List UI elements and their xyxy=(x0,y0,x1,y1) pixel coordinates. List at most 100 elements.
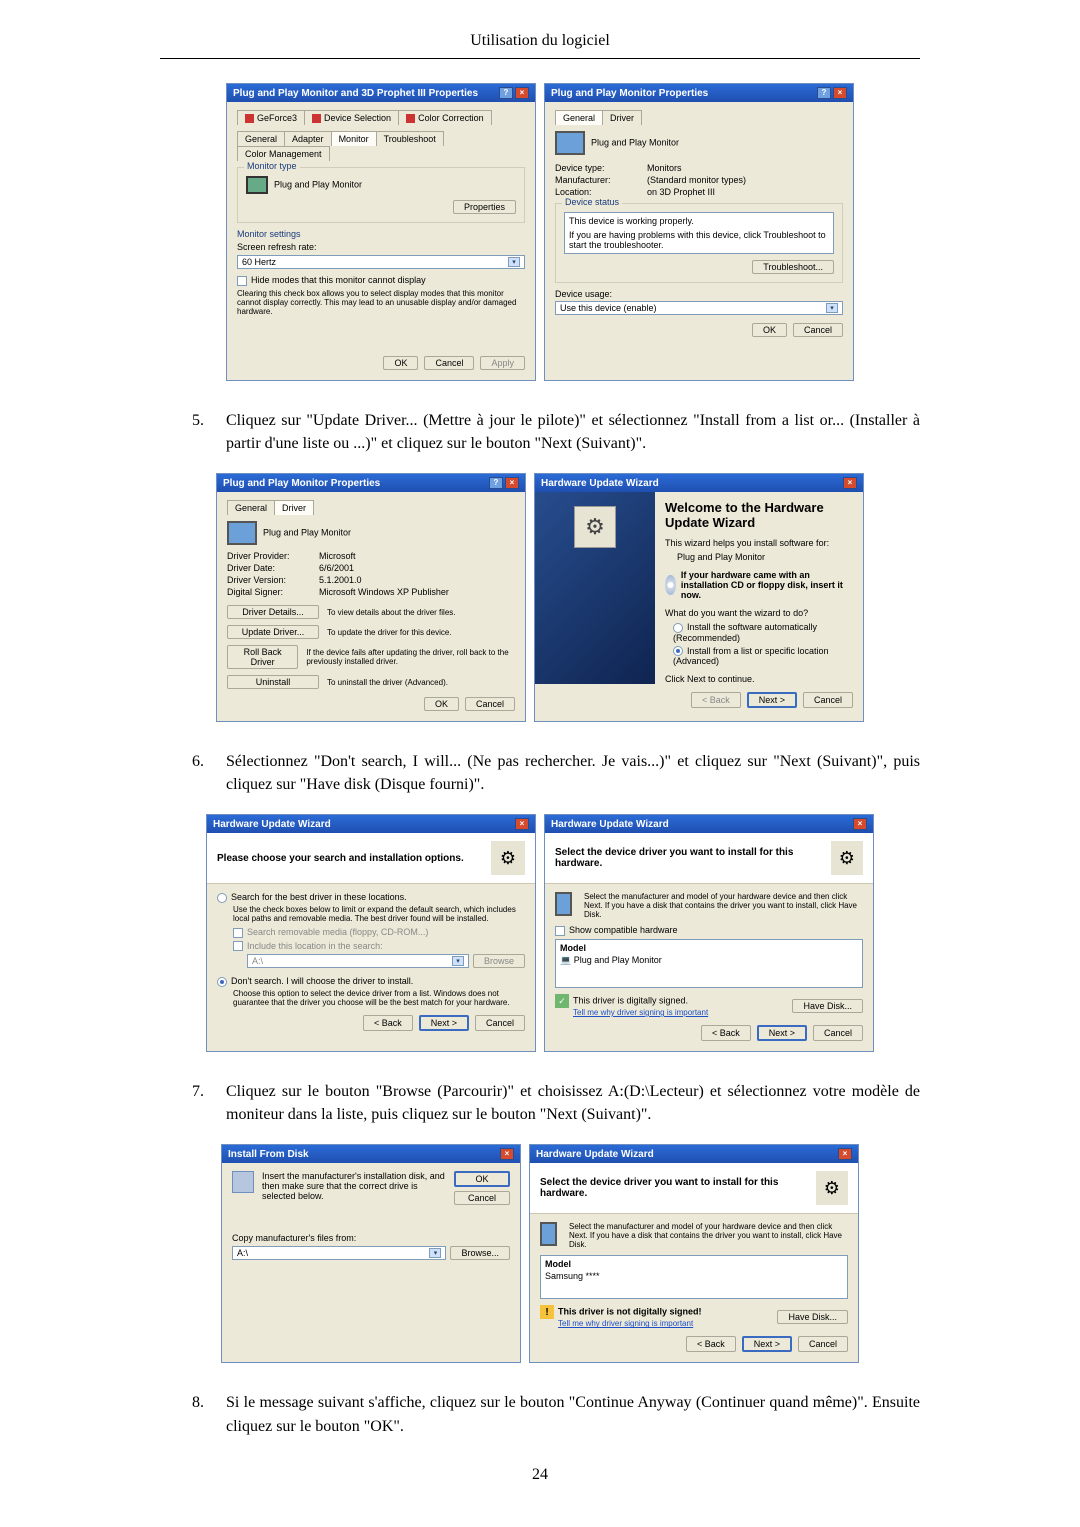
model-listbox[interactable]: Model 💻 Plug and Play Monitor xyxy=(555,939,863,988)
back-button[interactable]: < Back xyxy=(686,1336,736,1352)
section-title: Utilisation du logiciel xyxy=(160,32,920,50)
cancel-button[interactable]: Cancel xyxy=(424,356,474,370)
tab-troubleshoot[interactable]: Troubleshoot xyxy=(376,131,444,146)
back-button[interactable]: < Back xyxy=(691,692,741,708)
wizard-icon: ⚙ xyxy=(574,506,616,548)
screenshot-row-1: Plug and Play Monitor and 3D Prophet III… xyxy=(160,83,920,381)
monitor-settings-label: Monitor settings xyxy=(237,229,525,239)
ok-button[interactable]: OK xyxy=(424,697,459,711)
step-text: Si le message suivant s'affiche, cliquez… xyxy=(226,1391,920,1437)
show-compat-checkbox[interactable] xyxy=(555,926,565,936)
cancel-button[interactable]: Cancel xyxy=(803,692,853,708)
wizard-select-driver-samsung: Hardware Update Wizard× Select the devic… xyxy=(529,1144,859,1363)
tab-color-correction[interactable]: Color Correction xyxy=(398,110,492,125)
opt-dont-search-radio[interactable] xyxy=(217,977,227,987)
help-icon[interactable]: ? xyxy=(499,87,513,99)
window-title: Plug and Play Monitor and 3D Prophet III… xyxy=(233,88,478,99)
cancel-button[interactable]: Cancel xyxy=(465,697,515,711)
back-button[interactable]: < Back xyxy=(363,1015,413,1031)
next-button[interactable]: Next > xyxy=(742,1336,792,1352)
ok-button[interactable]: OK xyxy=(454,1171,510,1187)
cancel-button[interactable]: Cancel xyxy=(475,1015,525,1031)
driver-details-button[interactable]: Driver Details... xyxy=(227,605,319,619)
tab-monitor[interactable]: Monitor xyxy=(331,131,377,146)
step-8: 8. Si le message suivant s'affiche, cliq… xyxy=(192,1391,920,1437)
close-icon[interactable]: × xyxy=(843,477,857,489)
opt-auto-radio[interactable] xyxy=(673,623,683,633)
wizard-header: Select the device driver you want to ins… xyxy=(540,1177,816,1199)
troubleshoot-button[interactable]: Troubleshoot... xyxy=(752,260,834,274)
monitor-icon xyxy=(555,131,585,155)
cancel-button[interactable]: Cancel xyxy=(454,1191,510,1205)
apply-button[interactable]: Apply xyxy=(480,356,525,370)
close-icon[interactable]: × xyxy=(853,818,867,830)
chevron-down-icon: ▾ xyxy=(826,303,838,313)
ok-button[interactable]: OK xyxy=(752,323,787,337)
tab-geforce3[interactable]: GeForce3 xyxy=(237,110,305,125)
path-combo: A:\▾ xyxy=(247,954,469,968)
browse-button[interactable]: Browse... xyxy=(450,1246,510,1260)
close-icon[interactable]: × xyxy=(515,87,529,99)
next-button[interactable]: Next > xyxy=(419,1015,469,1031)
hide-modes-desc: Clearing this check box allows you to se… xyxy=(237,289,525,316)
cancel-button[interactable]: Cancel xyxy=(813,1025,863,1041)
refresh-rate-combo[interactable]: 60 Hertz ▾ xyxy=(237,255,525,269)
next-button[interactable]: Next > xyxy=(757,1025,807,1041)
update-driver-button[interactable]: Update Driver... xyxy=(227,625,319,639)
wizard-header: Please choose your search and installati… xyxy=(217,853,464,864)
disk-icon xyxy=(232,1171,254,1193)
tab-color-mgmt[interactable]: Color Management xyxy=(237,146,330,161)
ok-button[interactable]: OK xyxy=(383,356,418,370)
tab-device-selection[interactable]: Device Selection xyxy=(304,110,399,125)
tab-strip-top: GeForce3 Device Selection Color Correcti… xyxy=(237,110,525,125)
properties-button[interactable]: Properties xyxy=(453,200,516,214)
wizard-icon: ⚙ xyxy=(831,841,863,875)
page-number: 24 xyxy=(160,1466,920,1484)
close-icon[interactable]: × xyxy=(500,1148,514,1160)
tab-general[interactable]: General xyxy=(555,110,603,125)
close-icon[interactable]: × xyxy=(515,818,529,830)
cancel-button[interactable]: Cancel xyxy=(798,1336,848,1352)
opt-search-radio[interactable] xyxy=(217,893,227,903)
cancel-button[interactable]: Cancel xyxy=(793,323,843,337)
step-number: 8. xyxy=(192,1391,226,1437)
model-listbox[interactable]: Model Samsung **** xyxy=(540,1255,848,1299)
help-icon[interactable]: ? xyxy=(489,477,503,489)
monitor-type-group: Monitor type Plug and Play Monitor Prope… xyxy=(237,167,525,223)
rollback-driver-button[interactable]: Roll Back Driver xyxy=(227,645,298,669)
display-properties-window: Plug and Play Monitor and 3D Prophet III… xyxy=(226,83,536,381)
close-icon[interactable]: × xyxy=(505,477,519,489)
help-icon[interactable]: ? xyxy=(817,87,831,99)
wizard-icon: ⚙ xyxy=(491,841,525,875)
loc-v: on 3D Prophet III xyxy=(647,187,715,197)
device-usage-combo[interactable]: Use this device (enable) ▾ xyxy=(555,301,843,315)
tab-driver[interactable]: Driver xyxy=(274,500,314,515)
refresh-rate-label: Screen refresh rate: xyxy=(237,242,525,252)
step-number: 7. xyxy=(192,1080,226,1126)
hide-modes-checkbox[interactable] xyxy=(237,276,247,286)
tab-driver[interactable]: Driver xyxy=(602,110,642,125)
close-icon[interactable]: × xyxy=(838,1148,852,1160)
copy-from-combo[interactable]: A:\ ▾ xyxy=(232,1246,446,1260)
screenshot-row-3: Hardware Update Wizard × Please choose yo… xyxy=(160,814,920,1052)
devtype-k: Device type: xyxy=(555,163,647,173)
back-button[interactable]: < Back xyxy=(701,1025,751,1041)
have-disk-button[interactable]: Have Disk... xyxy=(777,1310,848,1324)
step-number: 6. xyxy=(192,750,226,796)
tab-adapter[interactable]: Adapter xyxy=(284,131,332,146)
divider xyxy=(160,58,920,59)
signing-info-link[interactable]: Tell me why driver signing is important xyxy=(573,1008,708,1017)
tab-general[interactable]: General xyxy=(237,131,285,146)
opt-list-radio[interactable] xyxy=(673,646,683,656)
device-status-text: This device is working properly. If you … xyxy=(564,212,834,254)
signing-info-link[interactable]: Tell me why driver signing is important xyxy=(558,1319,702,1328)
next-button[interactable]: Next > xyxy=(747,692,797,708)
monitor-icon xyxy=(227,521,257,545)
uninstall-button[interactable]: Uninstall xyxy=(227,675,319,689)
window-title: Plug and Play Monitor Properties xyxy=(551,88,708,99)
have-disk-button[interactable]: Have Disk... xyxy=(792,999,863,1013)
close-icon[interactable]: × xyxy=(833,87,847,99)
tab-general[interactable]: General xyxy=(227,500,275,515)
device-usage-value: Use this device (enable) xyxy=(560,303,657,313)
window-title: Hardware Update Wizard xyxy=(213,819,331,830)
